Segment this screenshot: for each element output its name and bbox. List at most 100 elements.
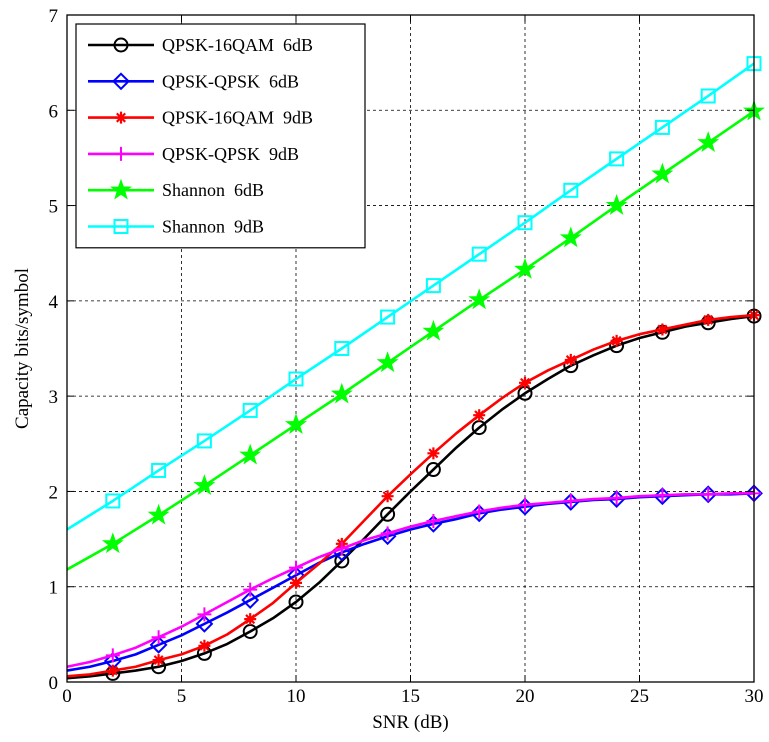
- y-tick-label-3: 3: [49, 387, 59, 408]
- legend-item-5: Shannon 9dB: [88, 217, 264, 237]
- legend-label-5: Shannon 9dB: [162, 217, 264, 237]
- y-tick-label-7: 7: [49, 6, 59, 27]
- series-2-point-10: [564, 353, 577, 366]
- legend-label-1: QPSK-QPSK 6dB: [162, 71, 299, 91]
- series-3-point-2: [197, 607, 212, 622]
- series-5-point-12: [654, 119, 670, 135]
- series-4-point-3: [239, 443, 262, 465]
- series-5-point-13: [700, 88, 716, 104]
- series-line-5: [66, 62, 755, 531]
- y-tick-label-2: 2: [49, 482, 59, 503]
- x-tick-label-4: 20: [516, 686, 535, 707]
- series-0-point-7: [425, 462, 441, 478]
- series-2-point-11: [610, 334, 623, 347]
- series-2-point-9: [519, 376, 531, 389]
- series-3-point-0: [105, 648, 120, 663]
- series-0-point-6: [380, 506, 396, 522]
- series-5-point-4: [288, 371, 304, 387]
- series-5-point-9: [517, 215, 533, 231]
- legend-label-4: Shannon 6dB: [162, 180, 264, 200]
- series-3-point-12: [655, 488, 670, 503]
- series-2-point-4: [290, 576, 302, 589]
- series-0: [66, 308, 762, 681]
- series-5-point-7: [425, 278, 441, 294]
- x-tick-label-5: 25: [630, 686, 649, 707]
- x-tick-label-3: 15: [401, 686, 420, 707]
- series-4-point-2: [193, 474, 216, 496]
- series-4-point-0: [101, 532, 124, 554]
- series-3-point-9: [518, 497, 532, 512]
- x-tick-label-6: 30: [745, 686, 764, 707]
- series-5-point-1: [151, 462, 167, 478]
- series-line-3: [66, 492, 754, 669]
- series-3-point-11: [609, 491, 624, 506]
- y-tick-label-0: 0: [49, 673, 59, 694]
- series-3-point-5: [334, 541, 349, 556]
- y-tick-label-6: 6: [49, 101, 59, 122]
- legend-marker-1: [112, 72, 130, 91]
- series-1-point-13: [699, 485, 718, 504]
- axis-ticks: 0 5 10 15 20 25 30 0 1 2 3 4 5 6 7: [49, 6, 764, 707]
- series-5-point-8: [471, 246, 487, 262]
- series-4-point-8: [468, 288, 491, 310]
- series-3-point-1: [151, 630, 166, 645]
- series-4-point-10: [559, 226, 582, 248]
- series-4-point-4: [285, 413, 307, 435]
- legend-label-0: QPSK-16QAM 6dB: [162, 35, 313, 55]
- series-3-point-7: [426, 513, 441, 528]
- legend: QPSK-16QAM 6dB QPSK-QPSK 6dB QPSK-16QAM 9d…: [75, 23, 366, 249]
- x-axis-title: SNR (dB): [372, 712, 449, 733]
- series-4-point-1: [147, 503, 170, 525]
- series-5-point-5: [334, 341, 350, 356]
- legend-item-3: QPSK-QPSK 9dB: [88, 144, 299, 164]
- series-3-point-10: [563, 493, 578, 508]
- series-0-point-4: [288, 594, 304, 610]
- series-1-point-3: [241, 591, 260, 609]
- series-layer: [66, 56, 765, 681]
- legend-marker-0: [113, 37, 129, 53]
- series-2-point-6: [381, 490, 394, 503]
- series-line-0: [66, 314, 755, 680]
- series-3-point-3: [243, 582, 258, 597]
- series-2-point-3: [244, 613, 257, 626]
- series-1-point-12: [653, 487, 672, 506]
- series-4-point-5: [330, 382, 353, 404]
- legend-item-0: QPSK-16QAM 6dB: [88, 35, 313, 55]
- legend-label-3: QPSK-QPSK 9dB: [162, 144, 299, 164]
- x-tick-label-0: 0: [62, 686, 72, 707]
- series-2-point-13: [702, 313, 715, 326]
- series-3-point-6: [380, 526, 395, 541]
- x-tick-label-2: 10: [287, 686, 306, 707]
- legend-label-2: QPSK-16QAM 9dB: [162, 108, 313, 128]
- series-1: [66, 484, 763, 672]
- y-tick-label-1: 1: [49, 578, 59, 599]
- legend-marker-5: [113, 219, 129, 234]
- y-tick-label-5: 5: [49, 197, 59, 218]
- series-2-point-0: [106, 664, 119, 677]
- series-3-point-13: [701, 487, 716, 502]
- x-tick-label-1: 5: [177, 686, 187, 707]
- legend-item-2: QPSK-16QAM 9dB: [88, 108, 313, 128]
- legend-item-4: Shannon 6dB: [88, 178, 264, 200]
- series-2: [66, 309, 760, 678]
- legend-marker-2: [115, 111, 127, 124]
- series-5-point-6: [380, 309, 396, 325]
- series-2-point-7: [427, 447, 440, 460]
- series-4-point-12: [651, 162, 674, 184]
- legend-item-1: QPSK-QPSK 6dB: [88, 71, 299, 91]
- legend-box: [75, 23, 366, 249]
- series-4-point-13: [697, 131, 720, 153]
- series-2-point-8: [473, 409, 486, 422]
- series-4-point-9: [514, 257, 536, 279]
- series-4-point-6: [376, 351, 399, 373]
- y-axis-title: Capacity bits/symbol: [12, 268, 33, 429]
- series-5-point-11: [609, 151, 625, 167]
- series-2-point-12: [656, 323, 669, 336]
- series-5-point-2: [196, 433, 212, 449]
- series-5-point-3: [242, 402, 258, 418]
- series-5-point-0: [105, 493, 121, 509]
- series-4: [66, 99, 765, 571]
- series-line-2: [66, 313, 755, 678]
- series-3-point-8: [472, 504, 487, 519]
